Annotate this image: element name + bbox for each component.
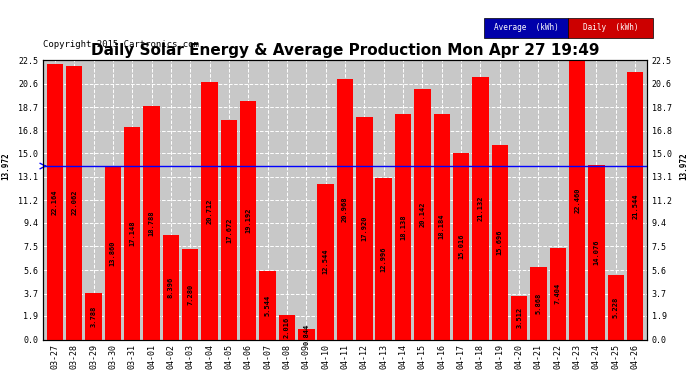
Text: 21.544: 21.544 <box>632 193 638 219</box>
Text: 17.672: 17.672 <box>226 217 232 243</box>
Text: 15.016: 15.016 <box>458 234 464 259</box>
Text: 18.788: 18.788 <box>148 210 155 236</box>
Text: 19.192: 19.192 <box>245 208 251 233</box>
Bar <box>472 77 489 340</box>
Bar <box>221 120 237 340</box>
Text: 22.062: 22.062 <box>71 190 77 215</box>
Text: 2.016: 2.016 <box>284 316 290 338</box>
Text: 14.076: 14.076 <box>593 239 600 265</box>
Bar <box>511 296 527 340</box>
Bar <box>356 117 373 340</box>
Text: 22.460: 22.460 <box>574 188 580 213</box>
Bar <box>279 315 295 340</box>
Bar <box>627 72 643 340</box>
Text: Average  (kWh): Average (kWh) <box>494 24 558 33</box>
Bar <box>201 82 218 340</box>
Bar <box>453 153 469 340</box>
Text: 3.512: 3.512 <box>516 307 522 328</box>
Text: 0.844: 0.844 <box>304 324 309 345</box>
Text: 7.404: 7.404 <box>555 283 561 304</box>
Bar <box>395 114 411 340</box>
Text: 13.860: 13.860 <box>110 241 116 266</box>
Bar <box>144 106 160 340</box>
Text: 17.920: 17.920 <box>362 216 367 241</box>
Text: 22.164: 22.164 <box>52 189 58 214</box>
Text: 21.132: 21.132 <box>477 196 484 221</box>
Text: 5.868: 5.868 <box>535 292 542 314</box>
Text: 5.544: 5.544 <box>265 294 270 316</box>
Bar <box>549 248 566 340</box>
Text: 12.996: 12.996 <box>381 246 386 272</box>
Text: 5.228: 5.228 <box>613 297 619 318</box>
Text: 7.280: 7.280 <box>187 284 193 305</box>
Text: 13.972: 13.972 <box>1 152 10 180</box>
Bar <box>569 61 585 340</box>
Bar <box>298 329 315 340</box>
Bar <box>47 64 63 340</box>
Text: 18.184: 18.184 <box>439 214 445 239</box>
Bar <box>491 145 508 340</box>
Text: 8.396: 8.396 <box>168 277 174 298</box>
Bar <box>589 165 604 340</box>
Bar <box>124 127 141 340</box>
Bar <box>105 167 121 340</box>
Bar <box>240 101 257 340</box>
FancyBboxPatch shape <box>569 18 653 38</box>
Text: 20.968: 20.968 <box>342 196 348 222</box>
Bar <box>414 89 431 340</box>
Text: 15.696: 15.696 <box>497 230 503 255</box>
Bar <box>66 66 82 340</box>
Bar <box>608 274 624 340</box>
Bar <box>163 235 179 340</box>
Bar <box>86 292 101 340</box>
Text: 20.712: 20.712 <box>206 198 213 224</box>
Bar <box>317 184 334 340</box>
Text: 13.972: 13.972 <box>680 152 689 180</box>
Text: 3.788: 3.788 <box>90 305 97 327</box>
FancyBboxPatch shape <box>484 18 569 38</box>
Text: Daily  (kWh): Daily (kWh) <box>583 24 638 33</box>
Bar <box>182 249 199 340</box>
Bar <box>530 267 546 340</box>
Title: Daily Solar Energy & Average Production Mon Apr 27 19:49: Daily Solar Energy & Average Production … <box>91 43 599 58</box>
Bar <box>259 271 276 340</box>
Text: 12.544: 12.544 <box>323 249 328 274</box>
Text: 17.148: 17.148 <box>129 220 135 246</box>
Text: 20.142: 20.142 <box>420 202 425 227</box>
Text: 18.138: 18.138 <box>400 214 406 240</box>
Bar <box>433 114 450 340</box>
Bar <box>375 178 392 340</box>
Bar <box>337 79 353 340</box>
Text: Copyright 2015 Cartronics.com: Copyright 2015 Cartronics.com <box>43 40 199 49</box>
